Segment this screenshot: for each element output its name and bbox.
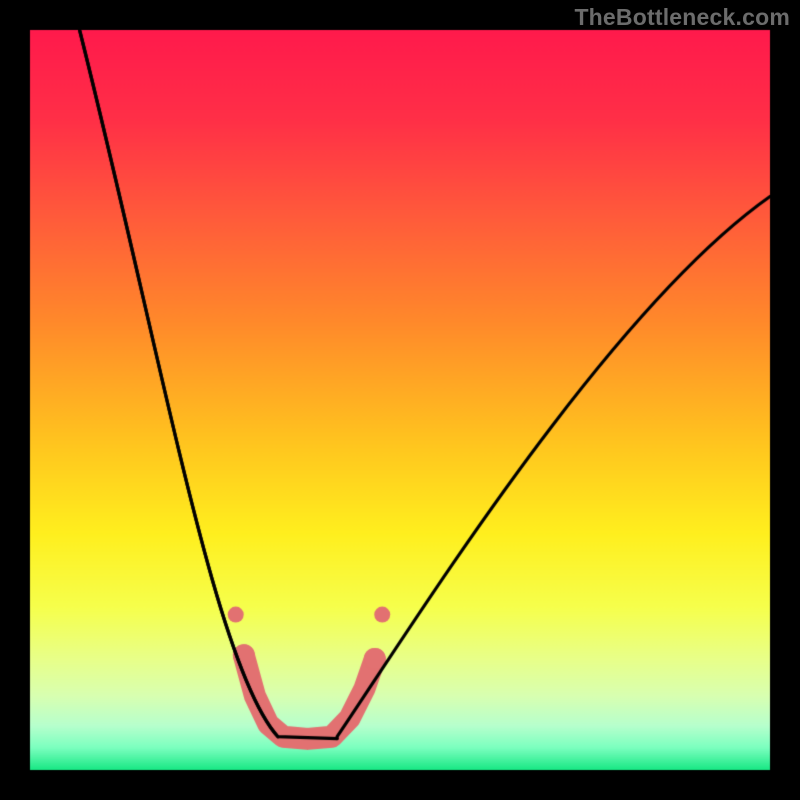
watermark-text: TheBottleneck.com (574, 4, 790, 31)
chart-stage: TheBottleneck.com (0, 0, 800, 800)
bottleneck-curve-canvas (0, 0, 800, 800)
